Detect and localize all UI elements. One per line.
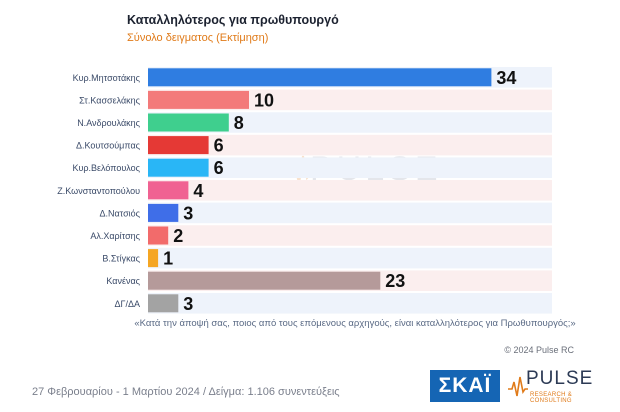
bar: [148, 203, 179, 222]
value-label: 3: [183, 294, 193, 314]
bar: [148, 226, 169, 245]
category-label: Δ.Κουτσούμπας: [76, 141, 141, 151]
category-label: Β.Στίγκας: [102, 254, 140, 264]
bar: [148, 181, 189, 200]
chart-title: Καταλληλότερος για πρωθυπουργό: [127, 13, 339, 27]
value-label: 1: [163, 249, 173, 269]
survey-question: «Κατά την άποψή σας, ποιος από τους επόμ…: [134, 318, 576, 329]
bar: [148, 294, 179, 313]
fieldwork-footer: 27 Φεβρουαρίου - 1 Μαρτίου 2024 / Δείγμα…: [32, 386, 340, 398]
category-label: Στ.Κασσελάκης: [79, 95, 140, 105]
row-band: [148, 180, 552, 201]
value-label: 6: [214, 158, 224, 178]
category-label: Κυρ.Βελόπουλος: [72, 163, 140, 173]
value-label: 2: [173, 226, 183, 246]
category-label: ΔΓ/ΔΑ: [115, 299, 140, 309]
pulse-logo-word: PULSE: [526, 368, 594, 389]
value-label: 8: [234, 113, 244, 133]
pulse-heartbeat-icon: [508, 376, 528, 397]
bar: [148, 90, 249, 109]
bar: [148, 271, 381, 290]
bar: [148, 68, 492, 87]
pulse-logo-tag: RESEARCH & CONSULTING: [530, 392, 573, 404]
row-band: [148, 293, 552, 314]
bar: [148, 113, 229, 132]
value-label: 3: [183, 203, 193, 223]
value-label: 6: [214, 136, 224, 156]
copyright-note: © 2024 Pulse RC: [504, 345, 574, 355]
value-label: 23: [385, 271, 405, 291]
bar: [148, 249, 159, 268]
row-band: [148, 157, 552, 178]
category-label: Ζ.Κωνσταντοπούλου: [57, 186, 140, 196]
value-label: 10: [254, 90, 274, 110]
category-label: Ν.Ανδρουλάκης: [77, 118, 140, 128]
category-label: Αλ.Χαρίτσης: [90, 231, 140, 241]
value-label: 4: [193, 181, 203, 201]
bar: [148, 136, 209, 155]
row-band: [148, 202, 552, 224]
row-band: [148, 112, 552, 133]
skai-logo: ΣΚΑΪ: [430, 370, 500, 402]
bar: [148, 158, 209, 177]
category-label: Κυρ.Μητσοτάκης: [73, 73, 141, 83]
value-label: 34: [496, 68, 516, 88]
chart-subtitle: Σύνολο δειγματος (Εκτίμηση): [127, 32, 269, 44]
category-label: Δ.Νατσιός: [99, 208, 140, 218]
row-band: [148, 134, 552, 156]
row-band: [148, 225, 552, 246]
pulse-logo: PULSE RESEARCH & CONSULTING: [508, 368, 600, 408]
row-band: [148, 247, 552, 269]
category-label: Κανένας: [106, 276, 140, 286]
